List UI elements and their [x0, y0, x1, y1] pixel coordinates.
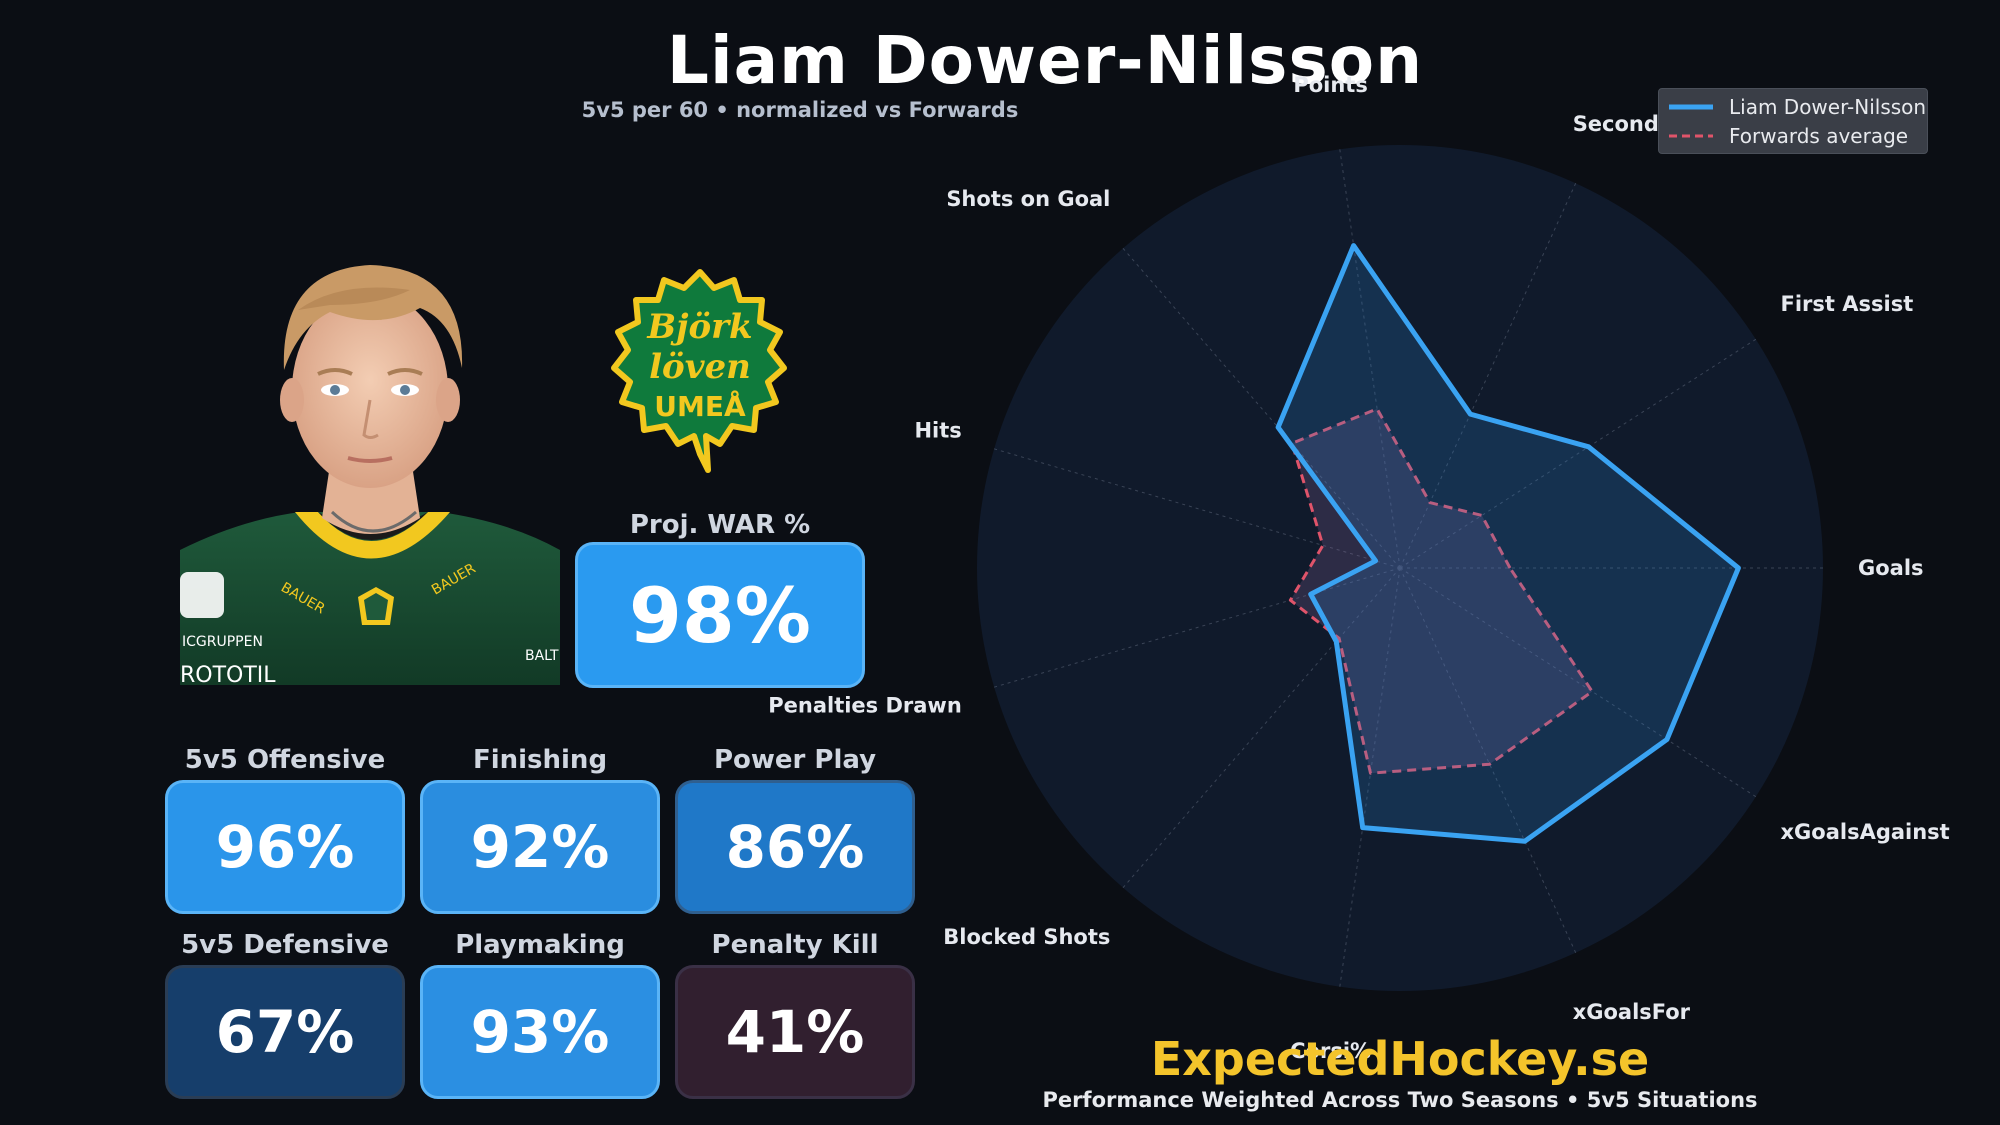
axis-label-xgoalsfor: xGoalsFor — [1573, 1000, 1691, 1024]
radar-spoke — [993, 567, 1401, 688]
axis-label-goals: Goals — [1858, 556, 1924, 580]
radar-spoke — [1399, 567, 1577, 953]
radar-spoke — [993, 448, 1401, 569]
playmaking-tile: 93% — [420, 965, 660, 1099]
playmaking-label: Playmaking — [455, 930, 625, 960]
footer-note: Performance Weighted Across Two Seasons … — [1042, 1088, 1758, 1112]
jersey-sponsor-bottom: ROTOTIL — [180, 663, 276, 685]
axis-label-penalties-drawn: Penalties Drawn — [768, 694, 962, 718]
finishing-label: Finishing — [472, 745, 608, 775]
offensive-label: 5v5 Offensive — [184, 745, 386, 775]
playmaking-value: 93% — [470, 998, 610, 1066]
war-label: Proj. WAR % — [629, 510, 811, 540]
site-brand: ExpectedHockey.se — [1150, 1032, 1650, 1086]
axis-label-corsi-: Corsi% — [1290, 1039, 1371, 1063]
series-forwards-average — [1288, 407, 1594, 775]
legend-label-player: Liam Dower-Nilsson — [1729, 95, 1927, 119]
logo-text-line3: UMEÅ — [654, 389, 746, 423]
axis-label-blocked-shots: Blocked Shots — [943, 925, 1110, 949]
penalty-kill-label: Penalty Kill — [711, 930, 879, 960]
radar-spoke — [1399, 567, 1757, 798]
penalty-kill-tile: 41% — [675, 965, 915, 1099]
offensive-value: 96% — [215, 813, 355, 881]
player-photo: ICGRUPPEN BAUER BAUER BALT ROTOTIL — [180, 250, 560, 685]
axis-label-first-assist: First Assist — [1781, 292, 1914, 316]
war-tile: 98% — [575, 542, 865, 688]
legend-label-average: Forwards average — [1729, 124, 1909, 148]
radar-spoke — [1339, 567, 1401, 987]
axis-label-hits: Hits — [914, 419, 961, 443]
legend-item-player: Liam Dower-Nilsson — [1667, 95, 1926, 119]
radar-spoke — [1399, 338, 1757, 569]
radar-spoke — [1339, 149, 1401, 569]
offensive-tile: 96% — [165, 780, 405, 914]
finishing-value: 92% — [470, 813, 610, 881]
penalty-kill-value: 41% — [725, 998, 865, 1066]
axis-label-points: Points — [1293, 73, 1368, 97]
logo-text-line1: Björk — [646, 307, 752, 347]
team-logo: Björk löven UMEÅ — [610, 268, 790, 474]
axis-label-shots-on-goal: Shots on Goal — [946, 187, 1110, 211]
war-value: 98% — [629, 570, 811, 660]
defensive-label: 5v5 Defensive — [181, 930, 389, 960]
legend-item-average: Forwards average — [1667, 124, 1908, 148]
power-play-label: Power Play — [713, 745, 877, 775]
radar-spoke — [1122, 247, 1401, 569]
radar-spoke — [1122, 567, 1401, 889]
jersey-sponsor-text: ICGRUPPEN — [182, 634, 263, 650]
axis-label-xgoalsagainst: xGoalsAgainst — [1781, 820, 1950, 844]
logo-text-line2: löven — [649, 347, 751, 387]
chart-subtitle: 5v5 per 60 • normalized vs Forwards — [581, 98, 1019, 122]
series-player — [1275, 243, 1741, 844]
chart-legend: Liam Dower-Nilsson Forwards average — [1658, 88, 1928, 154]
finishing-tile: 92% — [420, 780, 660, 914]
player-name: Liam Dower-Nilsson — [666, 22, 1424, 99]
defensive-value: 67% — [215, 998, 355, 1066]
defensive-tile: 67% — [165, 965, 405, 1099]
power-play-tile: 86% — [675, 780, 915, 914]
jersey-sponsor-right: BALT — [525, 648, 559, 664]
power-play-value: 86% — [725, 813, 865, 881]
